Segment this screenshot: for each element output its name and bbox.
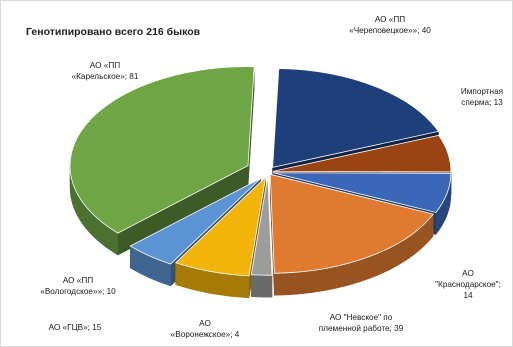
slice-label-line: «Воронежское»; 4 bbox=[170, 330, 240, 339]
slice-label-4: АО «Воронежское»; 4 bbox=[150, 318, 260, 340]
slice-label-line: АО «ГЦВ»; 15 bbox=[48, 323, 102, 332]
pie-slice-3 bbox=[269, 173, 434, 274]
slice-label-5: АО «ГЦВ»; 15 bbox=[30, 322, 120, 333]
pie-tops bbox=[69, 66, 452, 277]
slice-label-line: АО "Невское" по bbox=[329, 313, 393, 322]
slice-label-line: АО «ПП bbox=[89, 61, 121, 70]
slice-label-line: АО «ПП bbox=[62, 276, 94, 285]
slice-label-line: «Вологодское»»; 10 bbox=[40, 287, 116, 296]
pie-slice-1 bbox=[272, 134, 452, 173]
pie-slice-0 bbox=[272, 68, 440, 168]
slice-label-3: АО "Невское" по племенной работе; 39 bbox=[286, 312, 436, 334]
pie-slice-7 bbox=[69, 66, 255, 234]
slice-label-1: Импортная сперма; 13 bbox=[452, 86, 512, 108]
chart-title: Генотипировано всего 216 быков bbox=[26, 26, 201, 38]
pie-slice-4 bbox=[250, 176, 273, 276]
slice-label-line: племенной работе; 39 bbox=[318, 324, 404, 333]
slice-label-line: Импортная bbox=[460, 87, 504, 96]
slice-label-0: АО «ПП «Череповецкое»»; 40 bbox=[330, 14, 450, 36]
slice-label-line: «Карельское»; 81 bbox=[71, 72, 139, 81]
slice-label-6: АО «ПП «Вологодское»»; 10 bbox=[18, 275, 138, 297]
pie-slice-2 bbox=[272, 172, 452, 213]
slice-outer-wall-4-0 bbox=[250, 274, 273, 298]
slice-label-7: АО «ПП «Карельское»; 81 bbox=[50, 60, 160, 82]
slice-label-line: АО «ПП bbox=[374, 15, 406, 24]
slice-label-line: АО bbox=[199, 319, 211, 328]
slice-label-line: «Череповецкое»»; 40 bbox=[349, 26, 431, 35]
slice-label-line: "Краснодарское"; bbox=[435, 280, 501, 289]
slice-label-2: АО "Краснодарское"; 14 bbox=[428, 268, 508, 301]
pie-slice-6 bbox=[129, 178, 261, 265]
slice-label-line: АО bbox=[462, 269, 474, 278]
slice-label-line: 14 bbox=[463, 291, 473, 300]
slice-label-line: сперма; 13 bbox=[461, 98, 503, 107]
pie-slice-5 bbox=[174, 176, 267, 277]
